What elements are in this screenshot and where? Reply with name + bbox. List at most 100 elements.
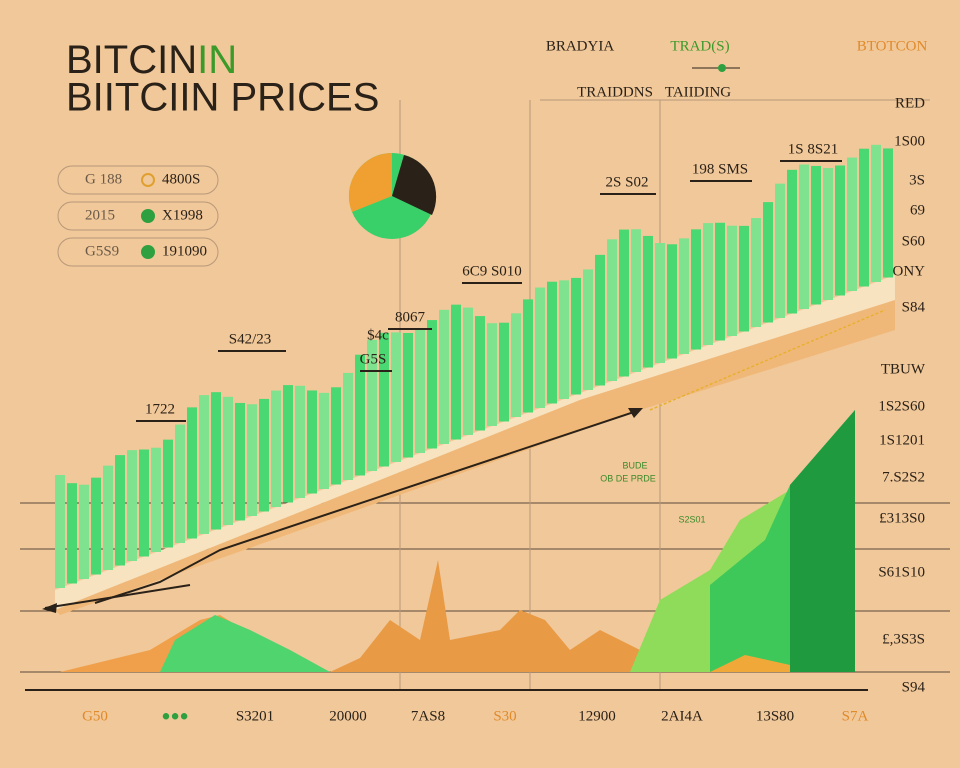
bar <box>739 225 749 332</box>
bar <box>295 385 305 498</box>
bar <box>355 354 365 476</box>
right-axis-label: ONY <box>893 263 926 279</box>
bar <box>211 392 221 530</box>
bar <box>595 254 605 386</box>
area <box>790 410 855 672</box>
right-axis-label: 7.S2S2 <box>882 469 925 485</box>
bar <box>403 333 413 458</box>
legend-value: 4800S <box>162 171 200 187</box>
bars <box>55 144 893 588</box>
legend-label: BTOTCON <box>857 38 928 54</box>
note: BUDE <box>622 460 647 470</box>
bar <box>127 450 137 561</box>
band <box>55 275 895 610</box>
legend: G 188 4800S 2015 X1998 G5S9 191090 <box>57 165 219 267</box>
bar <box>583 269 593 390</box>
bar <box>499 322 509 422</box>
right-axis-label: S84 <box>902 299 926 315</box>
bar <box>883 148 893 278</box>
pie-slice <box>392 155 437 215</box>
right-axis-label: RED <box>895 95 925 111</box>
bar <box>667 244 677 359</box>
bar <box>79 484 89 579</box>
title: BITCININ <box>66 38 237 82</box>
right-axis-label: S94 <box>902 679 926 695</box>
bar <box>763 202 773 323</box>
bar <box>151 447 161 552</box>
bar <box>187 407 197 539</box>
bar <box>115 455 125 566</box>
legend-label: BRADYIA <box>546 38 615 54</box>
bar <box>475 316 485 431</box>
bar <box>631 229 641 372</box>
x-axis-label: G50 <box>82 708 108 724</box>
annotation: 2S S02 <box>606 174 649 190</box>
area <box>330 560 640 672</box>
bar <box>679 238 689 354</box>
bar <box>427 320 437 449</box>
bar <box>787 169 797 314</box>
trend-line <box>649 309 886 411</box>
bar <box>847 157 857 291</box>
bar <box>175 424 185 543</box>
legend-box <box>57 165 219 195</box>
right-axis-label: £,3S3S <box>882 631 925 647</box>
title-accent: IN <box>197 38 237 82</box>
bar <box>223 396 233 525</box>
bar <box>559 280 569 399</box>
legend-dot <box>141 245 155 259</box>
title-text: BITCIN <box>66 38 197 82</box>
x-axis-label: S30 <box>493 708 516 724</box>
bar <box>451 304 461 440</box>
x-axis-label: 2AI4A <box>661 708 703 724</box>
bar <box>379 332 389 467</box>
area <box>160 615 330 672</box>
title: BIITCIIN PRICES <box>66 76 379 120</box>
x-axis-label: S3201 <box>236 708 274 724</box>
right-axis-label: S60 <box>902 233 925 249</box>
right-axis-label: 1S00 <box>894 133 925 149</box>
x-axis-label: S7A <box>842 708 869 724</box>
bar <box>703 223 713 345</box>
legend-dot <box>718 64 726 72</box>
bar <box>307 390 317 494</box>
bar <box>871 144 881 282</box>
bar <box>391 332 401 462</box>
bar <box>715 222 725 341</box>
arrow-head <box>42 603 57 613</box>
bar <box>799 164 809 309</box>
bar <box>199 395 209 534</box>
legend-value: X1998 <box>162 207 203 223</box>
legend-label: G5S9 <box>85 243 119 259</box>
annotation: G5S <box>360 351 387 367</box>
right-axis-label: 69 <box>910 202 925 218</box>
legend-label: 2015 <box>85 207 115 223</box>
bar <box>775 183 785 318</box>
bar <box>487 323 497 426</box>
bar <box>343 372 353 480</box>
right-axis-label: 1S1201 <box>879 432 925 448</box>
legend-dot <box>141 173 155 187</box>
bar <box>523 299 533 413</box>
bar <box>67 483 77 584</box>
bar <box>235 402 245 521</box>
bar <box>463 307 473 435</box>
annotation: 198 SMS <box>692 161 748 177</box>
legend-label: G 188 <box>85 171 122 187</box>
bar <box>319 392 329 489</box>
bar <box>415 329 425 453</box>
annotation: 1S 8S21 <box>788 141 838 157</box>
bar <box>163 439 173 548</box>
note: OB DE PRDE <box>600 473 656 483</box>
bar <box>643 235 653 368</box>
x-axis-label: 12900 <box>578 708 616 724</box>
annotation: 1722 <box>145 401 175 417</box>
bar <box>103 465 113 570</box>
bar <box>823 168 833 300</box>
annotation: S42/23 <box>229 331 272 347</box>
legend-value: 191090 <box>162 243 207 259</box>
bar <box>691 229 701 350</box>
pie-slice <box>348 152 392 212</box>
right-axis-label: 1S2S60 <box>878 398 925 414</box>
